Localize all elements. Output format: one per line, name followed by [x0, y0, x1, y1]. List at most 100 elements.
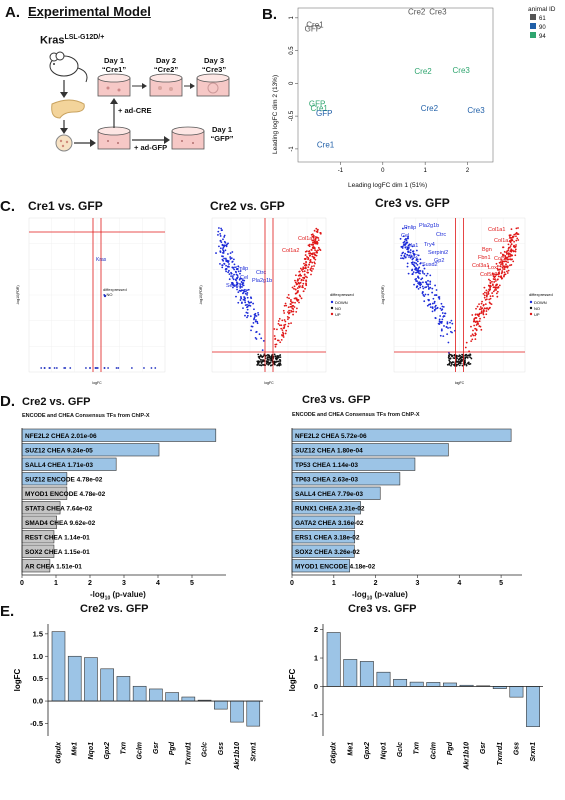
volcano-legend-title: diffexpressed	[529, 292, 553, 297]
logfc-bar	[181, 696, 196, 702]
volcano-point-down	[217, 227, 220, 229]
volcano-point-down	[241, 279, 244, 281]
volcano-point-down	[427, 293, 430, 296]
volcano-point-down	[246, 314, 249, 317]
volcano-point-down	[231, 266, 234, 269]
volcano-gene-label-down: Pdia2	[404, 254, 418, 260]
volcano-point	[89, 367, 91, 369]
volcano-point-up	[505, 257, 508, 260]
volcano-point-up	[291, 286, 294, 289]
volcano-legend-label: DOWN	[335, 300, 348, 305]
logfc-bar	[214, 700, 228, 710]
volcano-point-down	[423, 272, 426, 275]
volcano-point-up	[505, 253, 508, 255]
tf-cre3-title: Cre3 vs. GFP	[302, 394, 371, 406]
logfc-bar	[116, 676, 131, 702]
volcano-point-down	[230, 257, 233, 260]
volcano-point-down	[418, 266, 421, 269]
volcano-point-down	[422, 264, 425, 267]
volcano-point-down	[427, 299, 430, 302]
volcano-point-up	[297, 299, 300, 301]
volcano-point-up	[300, 297, 303, 300]
mds-point-label: Cre3	[429, 8, 447, 17]
logfc-category-label: Txnrd1	[497, 742, 504, 765]
volcano-point-down	[411, 268, 414, 271]
mds-ylabel: Leading logFC dim 2 (13%)	[272, 74, 279, 154]
volcano-point-up	[479, 306, 482, 308]
logfc-ytick-label: -0.5	[30, 719, 43, 728]
volcano-point-up	[472, 334, 475, 337]
volcano-point-up	[485, 307, 488, 310]
volcano-point-no	[461, 354, 464, 356]
volcano-point-down	[257, 311, 259, 314]
volcano-point-up	[505, 265, 507, 268]
volcano-point-up	[484, 303, 487, 305]
volcano-legend-label: NO	[534, 306, 540, 311]
mds-xtick-label: 1	[424, 168, 428, 174]
volcano-point-up	[489, 282, 492, 284]
volcano-point-down	[250, 301, 252, 304]
volcano-point-no	[267, 363, 270, 366]
volcano-point-up	[287, 311, 289, 313]
volcano-point-no	[452, 357, 455, 359]
volcano-point	[85, 367, 87, 369]
volcano-point-up	[297, 274, 300, 277]
logfc-bar	[326, 632, 341, 687]
volcano-point-down	[422, 287, 425, 290]
volcano-point-down	[234, 270, 237, 273]
volcano-point-down	[409, 249, 412, 251]
volcano-point-up	[511, 249, 514, 252]
volcano-point-down	[219, 235, 222, 237]
volcano-point-down	[233, 273, 235, 276]
volcano-point-up	[489, 279, 492, 282]
volcano-point-down	[407, 244, 410, 247]
volcano-point-up	[514, 254, 517, 257]
volcano-point-up	[312, 267, 314, 270]
panel-a-title: Experimental Model	[28, 4, 151, 19]
volcano-point-down	[253, 308, 255, 311]
volcano-point-up	[485, 289, 488, 292]
volcano-point-up	[297, 279, 299, 282]
volcano-point-down	[406, 262, 409, 265]
volcano-point-up	[474, 317, 477, 319]
volcano-point-up	[288, 309, 291, 312]
volcano-point-down	[254, 312, 257, 315]
volcano-point-up	[483, 307, 486, 310]
volcano-point-up	[311, 233, 314, 236]
volcano-gene-label-down: Pla2g1b	[252, 278, 272, 284]
volcano-point-up	[480, 302, 483, 305]
logfc-category-label: Pgd	[447, 741, 454, 755]
volcano-point	[53, 367, 56, 369]
volcano-point-up	[509, 236, 511, 239]
volcano-point-up	[319, 231, 322, 234]
logfc-cre2-title: Cre2 vs. GFP	[80, 603, 149, 615]
volcano-point-down	[407, 272, 410, 275]
volcano-point-up	[478, 308, 481, 311]
volcano-point-down	[246, 316, 248, 319]
volcano-point-up	[294, 297, 297, 300]
volcano-point-down	[433, 294, 436, 297]
volcano-point-up	[280, 334, 283, 336]
volcano-point-up	[290, 305, 293, 308]
volcano-point-up	[298, 282, 301, 285]
volcano-point-up	[291, 307, 294, 310]
volcano-point-down	[227, 242, 229, 245]
volcano-point-down	[442, 315, 445, 318]
tf-xtick-label: 0	[20, 580, 24, 587]
volcano-point-down	[409, 251, 412, 254]
volcano-point-up	[296, 287, 299, 290]
volcano-point-down	[445, 326, 448, 329]
volcano-point-up	[517, 233, 520, 236]
logfc-bar	[149, 688, 163, 702]
volcano-point-down	[248, 301, 250, 304]
volcano-point-down	[241, 286, 243, 288]
volcano-point-up	[501, 264, 504, 266]
logfc-category-label: Gss	[218, 742, 225, 755]
volcano-point-down	[413, 283, 415, 286]
volcano-point-up	[294, 279, 296, 282]
volcano-point-down	[402, 235, 405, 238]
volcano-point-up	[507, 261, 509, 264]
volcano-point-no	[256, 360, 259, 363]
volcano-point-down	[237, 270, 240, 273]
volcano-point-down	[231, 260, 234, 263]
